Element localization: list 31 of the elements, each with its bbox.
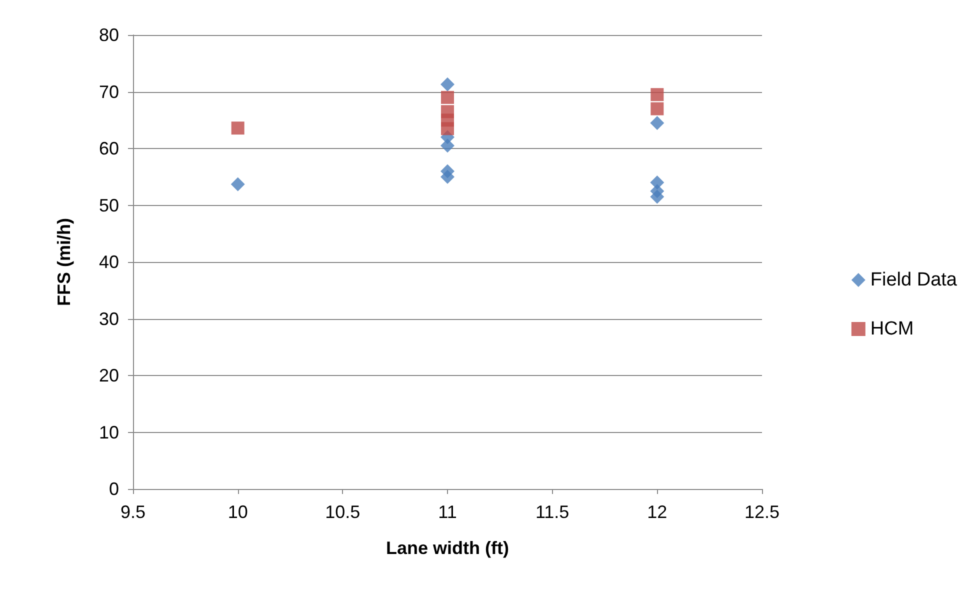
y-tick-label: 0 [108,479,119,499]
point [441,90,454,104]
point [650,88,664,102]
x-axis-title: Lane width (ft) [386,538,509,558]
point [441,105,454,118]
x-tick-label: 12.5 [744,502,780,522]
legend-label: Field Data [870,270,958,290]
x-tick-label: 10 [228,502,248,522]
x-tick-label: 10.5 [325,502,360,522]
point [440,77,454,92]
x-tick-label: 9.5 [120,502,146,522]
y-tick-label: 80 [98,25,119,45]
point [231,122,244,135]
point [650,102,664,116]
y-tick-label: 50 [98,195,119,216]
point [230,177,245,192]
point [650,116,664,130]
y-tick-label: 60 [98,138,119,158]
legend-label: HCM [870,318,914,340]
x-tick-label: 11 [438,502,457,522]
y-axis-title: FFS (mi/h) [54,218,74,306]
y-tick-label: 20 [98,366,119,386]
point [440,138,454,153]
y-tick-label: 40 [98,252,119,272]
x-tick-label: 12 [647,502,668,522]
point [440,170,454,184]
y-tick-label: 10 [98,422,119,442]
point [650,190,664,204]
x-tick-label: 11.5 [535,502,570,522]
y-tick-label: 30 [98,308,119,329]
y-tick-label: 70 [98,82,119,102]
